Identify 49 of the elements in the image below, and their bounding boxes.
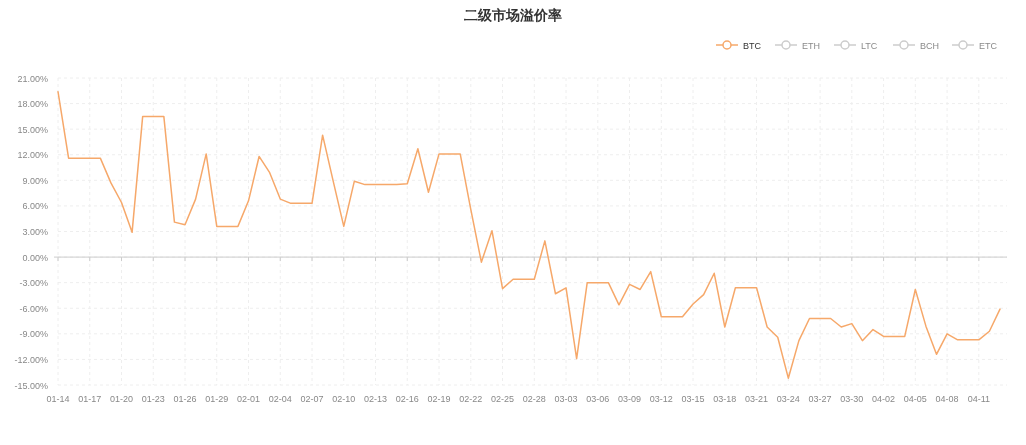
x-tick-label: 01-23 [141,394,165,404]
x-tick-label: 03-03 [554,394,578,404]
y-tick-label: -15.00% [14,380,48,391]
x-tick-label: 03-30 [840,394,864,404]
y-tick-label: -12.00% [14,354,48,365]
x-tick-label: 02-19 [427,394,451,404]
x-tick-label: 03-24 [776,394,800,404]
legend-label: LTC [861,40,878,51]
x-tick-label: 03-21 [745,394,769,404]
y-tick-label: 9.00% [22,175,48,186]
chart-title: 二级市场溢价率 [464,7,562,23]
y-tick-label: 18.00% [17,99,48,110]
x-tick-label: 02-13 [364,394,388,404]
legend-label: BTC [743,40,762,51]
x-tick-label: 02-10 [332,394,356,404]
y-tick-label: 12.00% [17,150,48,161]
x-tick-label: 02-01 [237,394,261,404]
x-tick-label: 03-15 [681,394,705,404]
x-tick-label: 03-18 [713,394,737,404]
x-tick-label: 01-26 [173,394,197,404]
y-tick-label: 0.00% [22,252,48,263]
x-tick-label: 04-05 [903,394,927,404]
x-tick-label: 02-22 [459,394,483,404]
x-tick-label: 03-06 [586,394,610,404]
x-tick-label: 04-08 [935,394,959,404]
x-tick-label: 02-04 [268,394,292,404]
x-tick-label: 01-20 [109,394,134,404]
y-tick-label: 21.00% [17,73,48,84]
y-tick-label: 15.00% [17,124,48,135]
x-tick-label: 02-07 [300,394,324,404]
x-tick-label: 03-27 [808,394,832,404]
x-tick-label: 02-28 [522,394,546,404]
x-tick-label: 03-12 [649,394,673,404]
y-tick-label: -6.00% [19,303,48,314]
x-tick-label: 01-29 [205,394,229,404]
legend-label: BCH [920,40,940,51]
y-tick-label: 3.00% [22,227,48,237]
x-tick-label: 04-11 [967,394,991,404]
y-tick-label: 6.00% [22,201,48,212]
x-tick-label: 04-02 [872,394,896,404]
legend-label: ETC [979,40,998,51]
x-tick-label: 03-09 [618,394,642,404]
y-tick-label: -9.00% [19,329,48,340]
x-tick-label: 01-14 [46,394,70,404]
x-tick-label: 02-25 [491,394,515,404]
x-tick-label: 02-16 [395,394,419,404]
y-tick-label: -3.00% [19,278,48,289]
legend-label: ETH [802,40,820,51]
x-tick-label: 01-17 [78,394,102,404]
